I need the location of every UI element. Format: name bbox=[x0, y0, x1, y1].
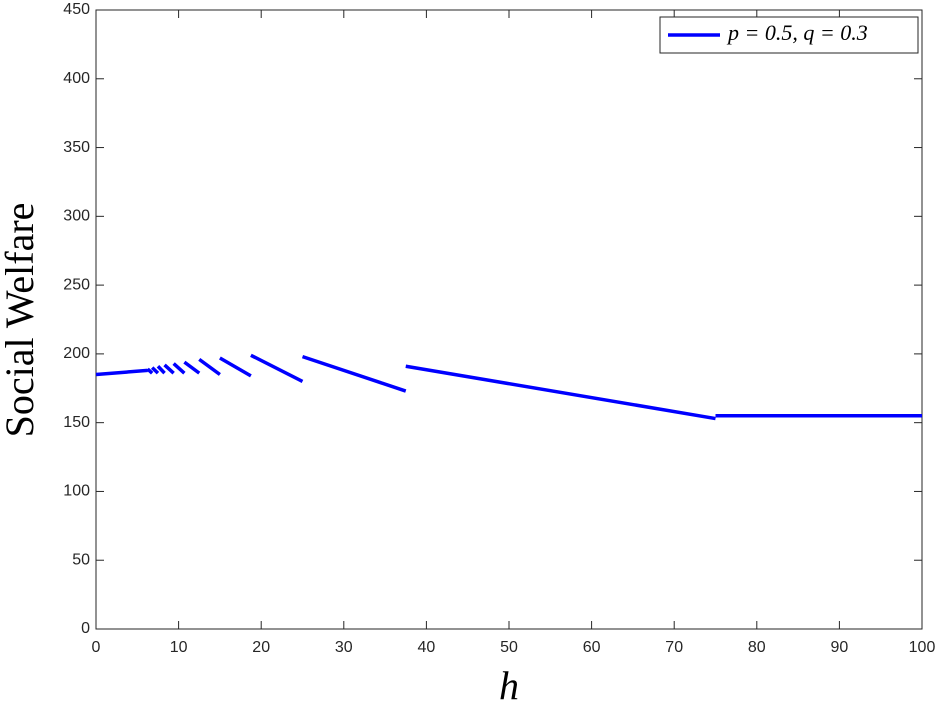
x-tick-label: 50 bbox=[500, 639, 518, 656]
y-tick-label: 400 bbox=[63, 70, 90, 87]
legend-box bbox=[659, 16, 919, 54]
x-tick-label: 70 bbox=[665, 639, 683, 656]
y-tick-label: 250 bbox=[63, 276, 90, 293]
x-tick-label: 40 bbox=[418, 639, 436, 656]
y-tick-label: 100 bbox=[63, 483, 90, 500]
x-tick-label: 30 bbox=[335, 639, 353, 656]
y-tick-label: 300 bbox=[63, 208, 90, 225]
y-tick-label: 450 bbox=[63, 1, 90, 18]
x-tick-label: 90 bbox=[831, 639, 849, 656]
legend-label: p = 0.5, q = 0.3 bbox=[726, 20, 868, 45]
x-tick-label: 10 bbox=[170, 639, 188, 656]
x-tick-label: 60 bbox=[583, 639, 601, 656]
data-line bbox=[95, 353, 922, 421]
y-tick-label: 0 bbox=[81, 620, 90, 637]
x-tick-label: 100 bbox=[909, 639, 936, 656]
y-tick-label: 50 bbox=[72, 551, 90, 568]
plot-frame bbox=[95, 9, 923, 630]
x-tick-label: 20 bbox=[252, 639, 270, 656]
x-tick-label: 0 bbox=[92, 639, 101, 656]
y-tick-label: 350 bbox=[63, 139, 90, 156]
y-tick-label: 150 bbox=[63, 414, 90, 431]
y-tick-label: 200 bbox=[63, 345, 90, 362]
x-tick-label: 80 bbox=[748, 639, 766, 656]
y-axis-label: Social Welfare bbox=[0, 203, 42, 438]
x-axis-label: h bbox=[499, 663, 519, 708]
